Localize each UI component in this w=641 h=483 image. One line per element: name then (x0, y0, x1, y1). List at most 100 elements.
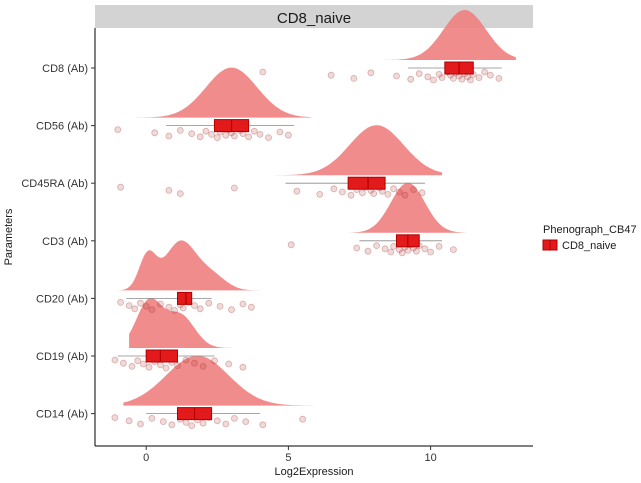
data-point (176, 126, 184, 134)
data-point (199, 362, 207, 370)
data-point (145, 363, 153, 371)
data-point (120, 359, 127, 367)
data-point (435, 242, 443, 250)
data-point (142, 302, 150, 310)
y-tick-label: CD45RA (Ab) (21, 178, 88, 190)
data-point (125, 302, 133, 310)
data-point (111, 356, 119, 364)
data-point (358, 189, 366, 197)
data-point (449, 75, 457, 82)
data-point (137, 420, 144, 428)
data-point (211, 357, 218, 365)
data-point (216, 302, 224, 310)
data-point (481, 68, 489, 76)
data-point (458, 75, 466, 83)
y-tick-label: CD3 (Ab) (42, 236, 88, 248)
x-tick-label: 5 (285, 452, 291, 464)
data-point (486, 71, 494, 79)
data-point (111, 414, 119, 422)
data-point (159, 418, 167, 426)
data-point (421, 245, 429, 253)
data-point (256, 130, 264, 138)
data-point (367, 69, 375, 77)
data-point (182, 356, 190, 364)
data-point (128, 362, 136, 370)
data-point (407, 75, 415, 83)
data-point (430, 76, 437, 84)
density-layer (117, 10, 516, 406)
data-point (213, 417, 221, 425)
data-point (381, 245, 389, 253)
y-tick-label: CD56 (Ab) (36, 121, 88, 133)
density-curve (129, 298, 252, 348)
data-point (390, 185, 398, 193)
data-point (188, 422, 196, 430)
x-axis-ticks: 0 5 10 (143, 446, 437, 464)
data-point (131, 305, 139, 313)
data-point (373, 242, 381, 250)
data-point (208, 130, 216, 138)
data-point (228, 306, 235, 314)
data-point (495, 75, 503, 82)
density-curve (123, 125, 443, 176)
data-point (299, 415, 307, 423)
data-point (179, 304, 187, 312)
data-point (276, 128, 284, 136)
data-point (401, 191, 409, 199)
data-point (393, 72, 400, 80)
data-point (196, 305, 204, 313)
data-point (176, 190, 184, 198)
density-curve (123, 355, 329, 406)
box-iqr (145, 349, 178, 363)
data-point (165, 303, 173, 311)
data-point (205, 299, 213, 307)
y-axis-title: Parameters (3, 208, 15, 265)
data-point (242, 418, 250, 426)
data-point (384, 190, 392, 198)
data-point (230, 184, 238, 192)
legend-title: Phenograph_CB47 (543, 224, 637, 236)
data-point (427, 248, 435, 256)
y-tick-label: CD19 (Ab) (36, 351, 88, 363)
data-point (398, 249, 406, 257)
data-point (199, 419, 207, 427)
density-curve (237, 10, 516, 60)
data-point (395, 188, 403, 196)
data-point (410, 186, 417, 194)
data-point (230, 132, 238, 140)
data-point (239, 363, 247, 371)
data-point (239, 300, 247, 308)
density-curve (305, 182, 479, 233)
data-point (230, 414, 238, 422)
data-point (259, 421, 267, 429)
data-point (162, 364, 170, 372)
x-tick-label: 0 (143, 452, 149, 464)
data-point (404, 246, 412, 254)
density-curve (129, 67, 312, 118)
data-point (196, 133, 204, 141)
data-point (137, 299, 144, 307)
data-point (327, 71, 335, 79)
data-point (174, 362, 181, 370)
data-point (387, 248, 395, 256)
data-point (284, 131, 292, 139)
data-point (171, 306, 179, 314)
data-point (245, 133, 253, 141)
data-point (156, 361, 164, 369)
data-point (156, 300, 164, 308)
density-curve (117, 240, 263, 291)
data-point (117, 298, 124, 306)
data-point (222, 420, 230, 428)
data-point (438, 74, 446, 81)
data-point (350, 75, 358, 82)
data-point (222, 131, 230, 139)
data-point (191, 359, 198, 367)
data-point (168, 421, 176, 429)
data-point (449, 246, 457, 254)
data-point (114, 126, 122, 134)
data-point (213, 134, 221, 142)
data-point (424, 73, 432, 81)
data-point (151, 129, 159, 137)
box-layer (117, 61, 502, 421)
